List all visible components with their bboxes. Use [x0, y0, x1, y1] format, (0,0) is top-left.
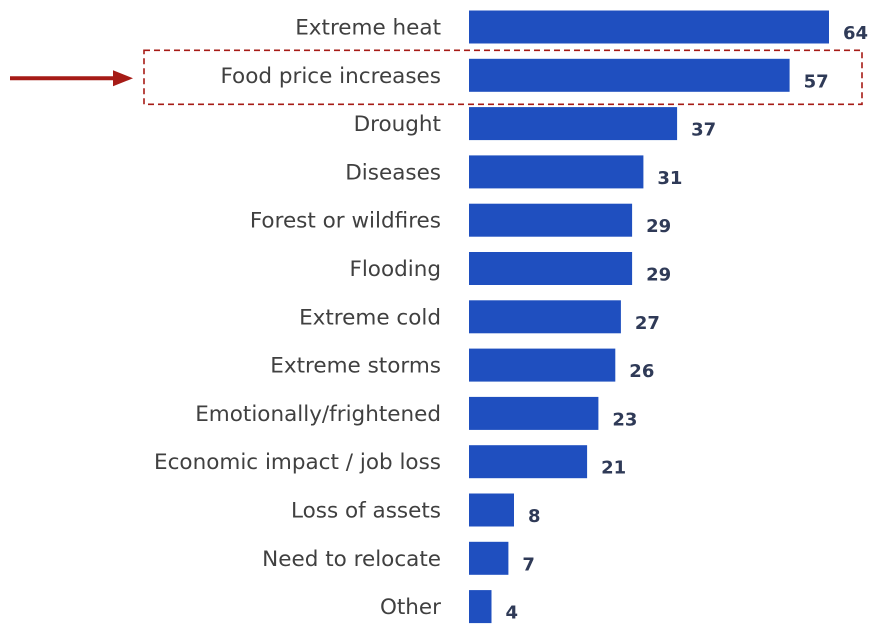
bar-emotionally-frightened: [469, 396, 599, 430]
value-label-economic-impact-job-loss: 21: [601, 458, 626, 479]
value-label-diseases: 31: [657, 168, 682, 189]
bar-extreme-storms: [469, 348, 616, 382]
value-label-other: 4: [506, 603, 519, 624]
value-label-need-to-relocate: 7: [522, 554, 535, 575]
highlight-layer: [10, 49, 863, 106]
highlight-arrow-icon: [113, 70, 133, 87]
bar-drought: [469, 107, 678, 141]
bar-extreme-heat: [469, 10, 829, 44]
bar-forest-or-wildfires: [469, 203, 633, 237]
value-label-extreme-cold: 27: [635, 313, 660, 334]
bar-diseases: [469, 155, 644, 189]
bar-loss-of-assets: [469, 493, 514, 527]
labels-layer: Extreme heat 64 Food price increases 57 Drou…: [154, 16, 868, 624]
value-label-food-price-increases: 57: [804, 71, 829, 92]
category-label-emotionally-frightened: Emotionally/frightened: [195, 402, 441, 427]
highlight-box: [143, 49, 863, 106]
category-label-flooding: Flooding: [349, 257, 441, 282]
value-label-extreme-storms: 26: [629, 361, 654, 382]
value-label-forest-or-wildfires: 29: [646, 216, 671, 237]
value-label-loss-of-assets: 8: [528, 506, 541, 527]
value-label-emotionally-frightened: 23: [612, 409, 637, 430]
bar-extreme-cold: [469, 300, 621, 334]
category-label-extreme-cold: Extreme cold: [299, 305, 441, 330]
value-label-drought: 37: [691, 120, 716, 141]
value-label-extreme-heat: 64: [843, 23, 868, 44]
category-label-extreme-heat: Extreme heat: [295, 16, 441, 41]
bar-food-price-increases: [469, 58, 790, 92]
category-label-loss-of-assets: Loss of assets: [291, 499, 441, 524]
category-label-economic-impact-job-loss: Economic impact / job loss: [154, 450, 441, 475]
category-label-other: Other: [380, 595, 441, 620]
category-label-diseases: Diseases: [345, 160, 441, 185]
bar-other: [469, 590, 492, 624]
category-label-food-price-increases: Food price increases: [220, 64, 441, 89]
bars-layer: [469, 10, 829, 624]
category-label-extreme-storms: Extreme storms: [270, 354, 441, 379]
category-label-forest-or-wildfires: Forest or wildfires: [250, 209, 441, 234]
bar-economic-impact-job-loss: [469, 445, 588, 479]
value-label-flooding: 29: [646, 265, 671, 286]
category-label-need-to-relocate: Need to relocate: [262, 547, 441, 572]
bar-flooding: [469, 252, 633, 285]
bar-need-to-relocate: [469, 541, 509, 575]
category-label-drought: Drought: [354, 112, 441, 137]
